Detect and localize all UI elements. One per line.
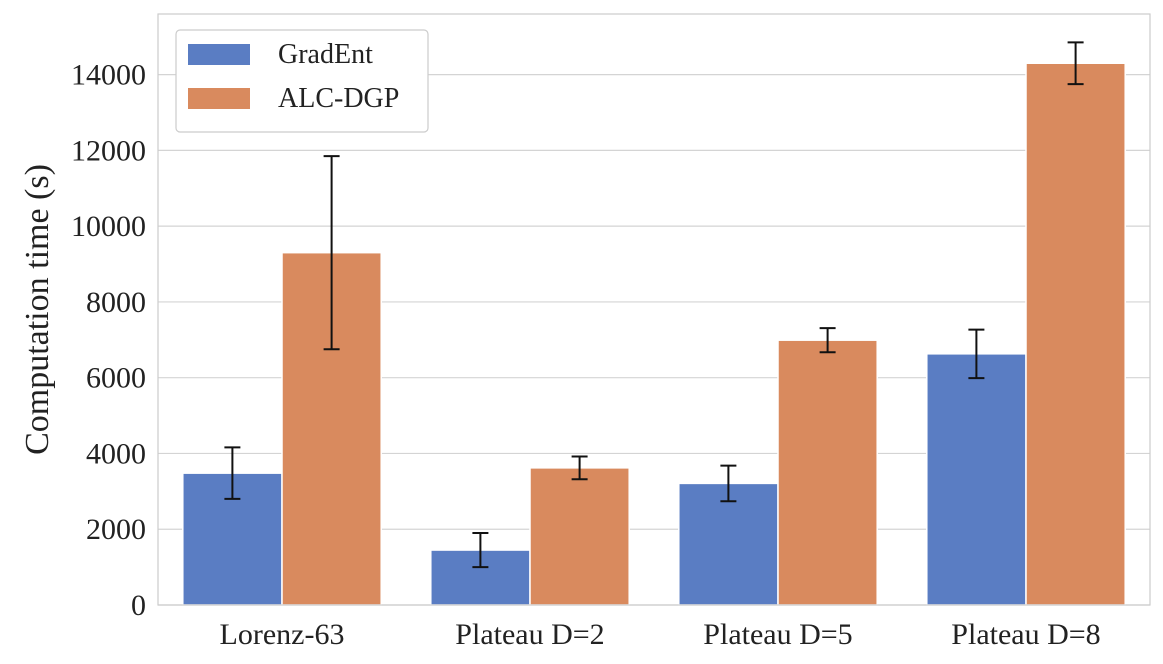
y-tick-labels: 0 2000 4000 6000 8000 10000 12000 14000 bbox=[71, 59, 146, 622]
legend-swatch bbox=[188, 88, 250, 109]
y-tick-label: 4000 bbox=[86, 437, 146, 470]
bar-alc-dgp bbox=[529, 467, 630, 606]
error-bars bbox=[224, 41, 1084, 569]
x-tick-label: Plateau D=8 bbox=[951, 618, 1100, 651]
x-tick-label: Plateau D=2 bbox=[455, 618, 604, 651]
bar-alc-dgp bbox=[777, 339, 878, 606]
legend-label: GradEnt bbox=[278, 39, 373, 70]
y-axis-title: Computation time (s) bbox=[19, 164, 56, 455]
y-tick-label: 0 bbox=[131, 589, 146, 622]
y-tick-label: 8000 bbox=[86, 286, 146, 319]
y-tick-label: 6000 bbox=[86, 362, 146, 395]
x-tick-label: Lorenz-63 bbox=[220, 618, 345, 651]
bars bbox=[182, 62, 1126, 606]
y-tick-label: 12000 bbox=[71, 134, 146, 167]
y-tick-label: 14000 bbox=[71, 59, 146, 92]
bar-gradent bbox=[926, 353, 1027, 606]
legend-swatch bbox=[188, 44, 250, 65]
x-tick-label: Plateau D=5 bbox=[703, 618, 852, 651]
bar-alc-dgp bbox=[1025, 62, 1126, 606]
legend: GradEnt ALC-DGP bbox=[175, 29, 429, 133]
plot-frame bbox=[157, 13, 1151, 606]
legend-label: ALC-DGP bbox=[278, 83, 399, 114]
x-tick-labels: Lorenz-63 Plateau D=2 Plateau D=5 Plateau D… bbox=[220, 618, 1101, 651]
y-tick-label: 10000 bbox=[71, 210, 146, 243]
y-tick-label: 2000 bbox=[86, 513, 146, 546]
